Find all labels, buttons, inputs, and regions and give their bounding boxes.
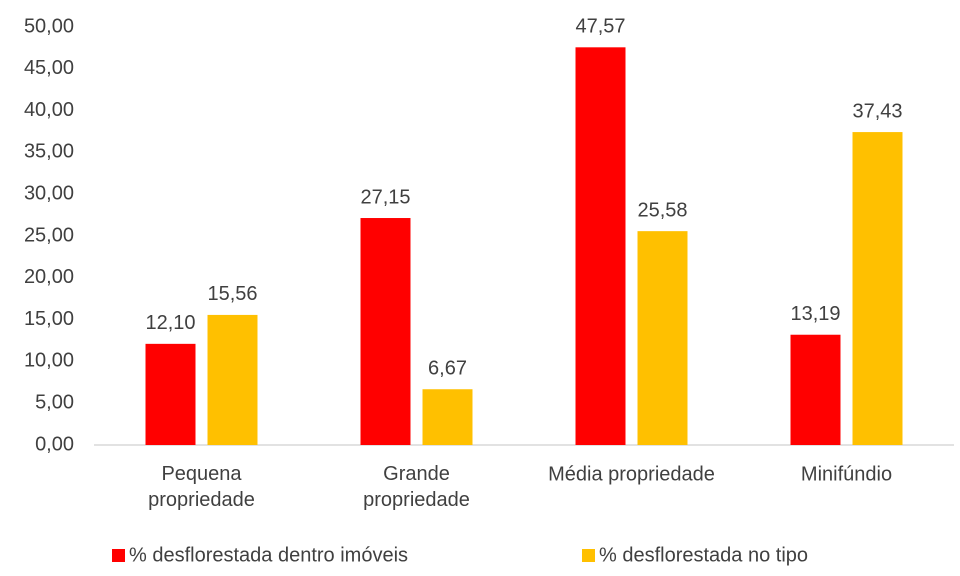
y-tick-label: 25,00 [24, 224, 74, 246]
legend-swatch [112, 549, 125, 562]
data-label: 13,19 [790, 303, 840, 325]
y-tick-label: 35,00 [24, 141, 74, 163]
y-tick-label: 10,00 [24, 350, 74, 372]
bar [790, 334, 841, 445]
legend-swatch [582, 549, 595, 562]
data-label: 12,10 [145, 312, 195, 334]
bar [145, 343, 196, 445]
y-tick-label: 30,00 [24, 182, 74, 204]
y-tick-label: 20,00 [24, 266, 74, 288]
data-label: 47,57 [575, 16, 625, 38]
y-tick-label: 0,00 [35, 433, 74, 455]
data-label: 27,15 [360, 186, 410, 208]
data-label: 15,56 [207, 283, 257, 305]
bar [575, 47, 626, 446]
bar [360, 218, 411, 445]
data-label: 37,43 [852, 100, 902, 122]
data-label: 6,67 [428, 358, 467, 380]
data-label: 25,58 [637, 199, 687, 221]
legend-label: % desflorestada no tipo [599, 544, 808, 566]
x-tick-label: Grande propriedade [363, 463, 470, 511]
bar [637, 231, 688, 445]
y-tick-label: 45,00 [24, 57, 74, 79]
x-tick-label: Pequena propriedade [148, 463, 255, 511]
bar [852, 132, 903, 445]
y-tick-label: 5,00 [35, 391, 74, 413]
bar [422, 389, 473, 445]
bar [207, 314, 258, 445]
y-tick-label: 15,00 [24, 308, 74, 330]
x-tick-label: Minifúndio [801, 463, 892, 485]
y-tick-label: 40,00 [24, 99, 74, 121]
y-tick-label: 50,00 [24, 15, 74, 37]
x-tick-label: Média propriedade [548, 463, 715, 485]
legend-label: % desflorestada dentro imóveis [129, 544, 408, 566]
